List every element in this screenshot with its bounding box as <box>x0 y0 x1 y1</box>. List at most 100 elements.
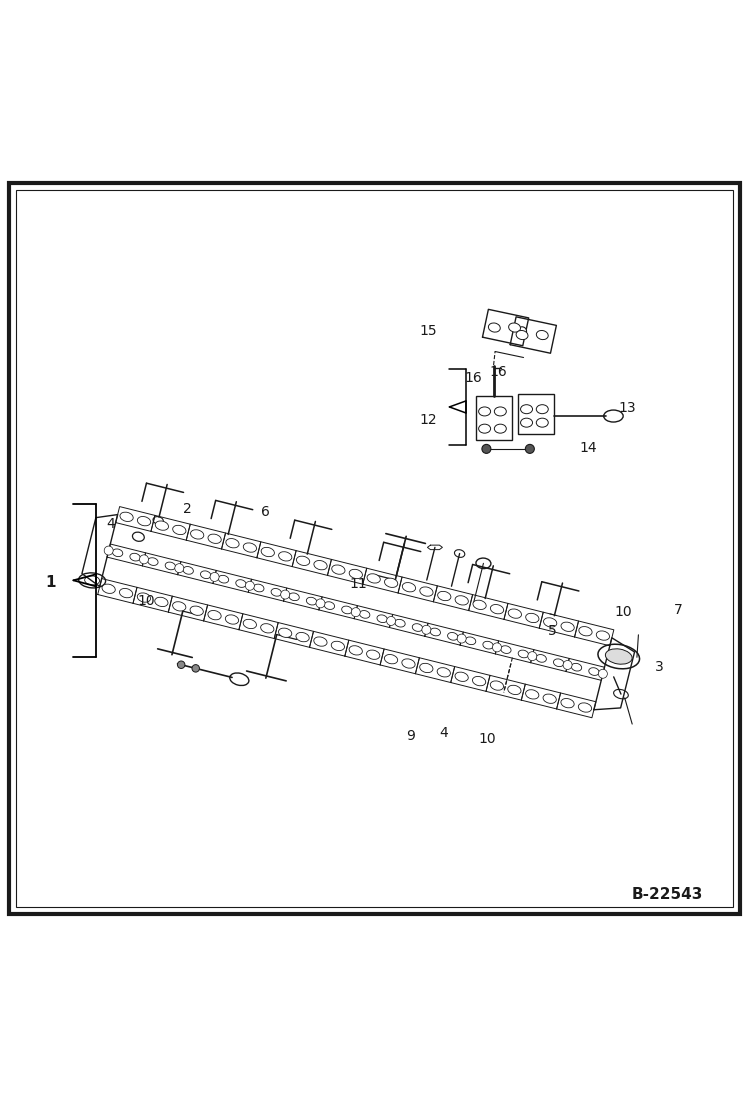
Ellipse shape <box>236 579 246 587</box>
Ellipse shape <box>226 539 239 547</box>
Ellipse shape <box>155 521 169 530</box>
Text: 6: 6 <box>261 505 270 519</box>
Text: 12: 12 <box>419 412 437 427</box>
Ellipse shape <box>412 624 422 632</box>
Ellipse shape <box>243 620 256 629</box>
Ellipse shape <box>261 547 274 556</box>
Ellipse shape <box>271 588 282 596</box>
Ellipse shape <box>137 592 151 602</box>
Text: 15: 15 <box>419 325 437 338</box>
Text: 16: 16 <box>489 364 507 378</box>
Ellipse shape <box>521 418 533 427</box>
Ellipse shape <box>366 651 380 659</box>
Ellipse shape <box>210 573 219 581</box>
Ellipse shape <box>119 588 133 598</box>
Ellipse shape <box>598 669 607 678</box>
Ellipse shape <box>395 620 405 627</box>
Ellipse shape <box>360 611 370 619</box>
Ellipse shape <box>563 660 572 669</box>
Ellipse shape <box>488 323 500 332</box>
Ellipse shape <box>448 633 458 641</box>
Text: 5: 5 <box>548 624 557 637</box>
Ellipse shape <box>148 557 158 565</box>
Ellipse shape <box>491 604 503 614</box>
Ellipse shape <box>172 601 186 611</box>
Ellipse shape <box>225 614 239 624</box>
Ellipse shape <box>281 590 290 599</box>
Text: 7: 7 <box>674 603 683 617</box>
Ellipse shape <box>314 561 327 569</box>
Ellipse shape <box>279 552 292 561</box>
Ellipse shape <box>254 584 264 592</box>
Text: 10: 10 <box>614 606 632 619</box>
Ellipse shape <box>521 405 533 414</box>
Ellipse shape <box>137 517 151 525</box>
Ellipse shape <box>554 659 564 667</box>
Ellipse shape <box>508 686 521 694</box>
Ellipse shape <box>166 562 175 569</box>
Ellipse shape <box>261 624 274 633</box>
Ellipse shape <box>422 625 431 634</box>
Ellipse shape <box>120 512 133 521</box>
Ellipse shape <box>306 597 317 604</box>
Ellipse shape <box>526 613 539 623</box>
Ellipse shape <box>130 553 140 561</box>
Ellipse shape <box>430 629 440 636</box>
Ellipse shape <box>561 622 574 632</box>
Ellipse shape <box>518 327 527 336</box>
Text: 16: 16 <box>464 371 482 385</box>
Ellipse shape <box>243 543 257 552</box>
Ellipse shape <box>192 665 199 672</box>
Ellipse shape <box>342 606 352 614</box>
Ellipse shape <box>296 633 309 642</box>
Ellipse shape <box>536 330 548 340</box>
Ellipse shape <box>386 617 395 625</box>
Ellipse shape <box>536 405 548 414</box>
Ellipse shape <box>367 574 380 584</box>
Ellipse shape <box>473 600 486 610</box>
Text: B-22543: B-22543 <box>631 887 703 902</box>
Ellipse shape <box>525 444 534 453</box>
Ellipse shape <box>402 583 416 592</box>
Ellipse shape <box>183 566 193 574</box>
Text: 10: 10 <box>478 733 496 746</box>
Ellipse shape <box>494 407 506 416</box>
Ellipse shape <box>173 525 186 534</box>
Text: 11: 11 <box>349 577 367 590</box>
Ellipse shape <box>384 655 398 664</box>
Ellipse shape <box>351 608 360 617</box>
Ellipse shape <box>349 569 363 578</box>
Ellipse shape <box>190 530 204 539</box>
Text: 4: 4 <box>106 517 115 531</box>
Ellipse shape <box>491 681 503 690</box>
Ellipse shape <box>219 575 228 583</box>
Ellipse shape <box>349 646 363 655</box>
Text: 10: 10 <box>137 593 155 608</box>
Ellipse shape <box>155 597 168 607</box>
Ellipse shape <box>332 565 345 574</box>
Ellipse shape <box>493 643 502 652</box>
Ellipse shape <box>104 546 113 555</box>
Ellipse shape <box>377 615 387 623</box>
Ellipse shape <box>324 602 335 610</box>
Ellipse shape <box>402 659 415 668</box>
Text: 2: 2 <box>183 501 192 516</box>
Ellipse shape <box>102 584 115 593</box>
Ellipse shape <box>289 593 300 601</box>
Ellipse shape <box>457 634 466 643</box>
Ellipse shape <box>208 611 221 620</box>
Ellipse shape <box>543 694 557 703</box>
Ellipse shape <box>246 581 255 590</box>
Ellipse shape <box>526 690 539 699</box>
Ellipse shape <box>208 534 221 543</box>
Ellipse shape <box>571 664 582 671</box>
Ellipse shape <box>473 677 485 686</box>
Ellipse shape <box>536 418 548 427</box>
Ellipse shape <box>465 637 476 645</box>
Ellipse shape <box>501 646 511 654</box>
Ellipse shape <box>419 664 433 672</box>
Ellipse shape <box>544 618 557 627</box>
Ellipse shape <box>528 652 537 660</box>
Ellipse shape <box>178 661 185 668</box>
Ellipse shape <box>437 591 451 601</box>
